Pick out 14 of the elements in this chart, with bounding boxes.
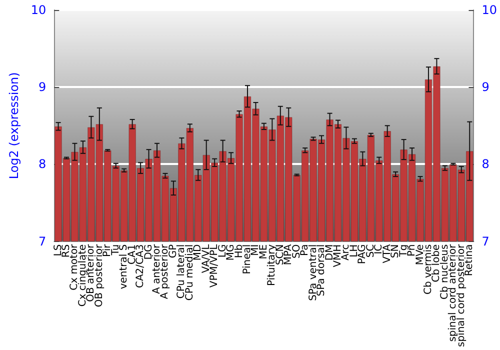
y-tick-label: 8 [38, 157, 46, 172]
x-tick-label: Retina [464, 244, 476, 276]
y2-tick-label: 10 [482, 3, 498, 17]
y2-tick-label: 8 [482, 157, 490, 172]
y-axis-title: Log2 (expression) [7, 72, 21, 180]
y2-tick-label: 9 [482, 80, 490, 94]
y-tick-label: 9 [38, 80, 46, 94]
y2-tick-label: 7 [482, 234, 490, 248]
x-tick-label: OB posterior [94, 243, 105, 308]
x-tick-label: Pituitary [266, 244, 278, 286]
y-tick-label: 10 [30, 3, 46, 17]
x-tick-label: Tg [398, 244, 410, 258]
x-tick-label: ME [258, 244, 270, 260]
y-tick-label: 7 [38, 234, 46, 248]
